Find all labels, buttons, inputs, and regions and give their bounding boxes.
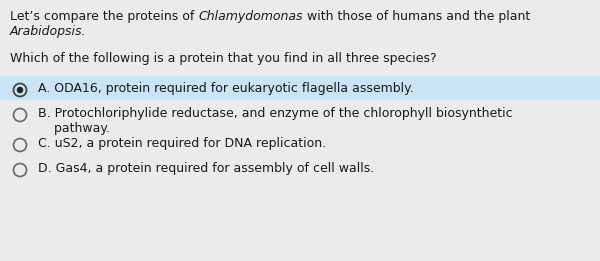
Text: A. ODA16, protein required for eukaryotic flagella assembly.: A. ODA16, protein required for eukaryoti…: [38, 82, 414, 95]
Text: pathway.: pathway.: [38, 122, 110, 135]
Text: Chlamydomonas: Chlamydomonas: [199, 10, 303, 23]
Text: Which of the following is a protein that you find in all three species?: Which of the following is a protein that…: [10, 52, 437, 65]
Text: Arabidopsis.: Arabidopsis.: [10, 25, 86, 38]
Text: Let’s compare the proteins of: Let’s compare the proteins of: [10, 10, 199, 23]
Text: D. Gas4, a protein required for assembly of cell walls.: D. Gas4, a protein required for assembly…: [38, 162, 374, 175]
Text: C. uS2, a protein required for DNA replication.: C. uS2, a protein required for DNA repli…: [38, 137, 326, 150]
Text: with those of humans and the plant: with those of humans and the plant: [303, 10, 530, 23]
FancyBboxPatch shape: [0, 76, 600, 100]
Circle shape: [17, 87, 23, 93]
Text: B. Protochloriphylide reductase, and enzyme of the chlorophyll biosynthetic: B. Protochloriphylide reductase, and enz…: [38, 107, 512, 120]
